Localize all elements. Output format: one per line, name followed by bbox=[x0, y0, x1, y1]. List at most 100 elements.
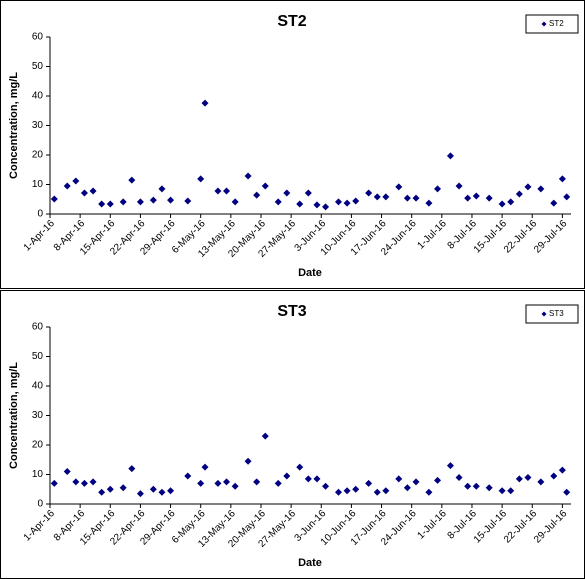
data-point bbox=[322, 203, 330, 211]
data-point bbox=[373, 488, 381, 496]
data-point bbox=[184, 197, 192, 205]
y-tick-label: 60 bbox=[32, 32, 44, 43]
data-point bbox=[253, 478, 261, 486]
data-point bbox=[128, 176, 136, 184]
chart-title: ST3 bbox=[277, 303, 306, 320]
data-point bbox=[223, 478, 231, 486]
data-point bbox=[128, 465, 136, 473]
data-point bbox=[158, 488, 166, 496]
data-point bbox=[304, 475, 312, 483]
data-point bbox=[382, 487, 390, 495]
data-point bbox=[498, 200, 506, 208]
data-point bbox=[343, 487, 351, 495]
data-point bbox=[334, 198, 342, 206]
data-point bbox=[455, 182, 463, 190]
data-point bbox=[214, 479, 222, 487]
data-point bbox=[498, 487, 506, 495]
y-tick-label: 40 bbox=[32, 381, 44, 392]
x-axis-label: Date bbox=[298, 557, 322, 569]
data-point bbox=[80, 189, 88, 197]
y-tick-label: 40 bbox=[32, 91, 44, 102]
data-point bbox=[515, 475, 523, 483]
data-point bbox=[63, 182, 71, 190]
data-point bbox=[184, 472, 192, 480]
legend-label: ST3 bbox=[549, 309, 564, 318]
data-point bbox=[197, 175, 205, 183]
data-point bbox=[373, 193, 381, 201]
data-point bbox=[214, 187, 222, 195]
data-point bbox=[244, 172, 252, 180]
data-point bbox=[223, 187, 231, 195]
data-point bbox=[89, 478, 97, 486]
data-point bbox=[296, 200, 304, 208]
y-tick-label: 50 bbox=[32, 351, 44, 362]
data-point bbox=[80, 479, 88, 487]
data-point bbox=[563, 488, 571, 496]
data-point bbox=[343, 199, 351, 207]
data-point bbox=[253, 191, 261, 199]
data-point bbox=[524, 183, 532, 191]
data-point bbox=[352, 485, 360, 493]
data-point bbox=[231, 198, 239, 206]
data-point bbox=[167, 196, 175, 204]
data-point bbox=[464, 194, 472, 202]
data-point bbox=[304, 189, 312, 197]
x-tick-label: 1-Jul-16 bbox=[415, 218, 449, 252]
data-point bbox=[158, 185, 166, 193]
data-point bbox=[507, 198, 515, 206]
y-tick-label: 20 bbox=[32, 440, 44, 451]
data-point bbox=[296, 463, 304, 471]
data-point bbox=[537, 185, 545, 193]
data-point bbox=[261, 182, 269, 190]
data-point bbox=[446, 152, 454, 160]
y-tick-label: 0 bbox=[37, 499, 43, 510]
y-tick-label: 30 bbox=[32, 120, 44, 131]
data-point bbox=[524, 473, 532, 481]
x-tick-label: 1-Apr-16 bbox=[22, 508, 58, 544]
y-axis-label: Concentration, mg/L bbox=[8, 362, 20, 469]
data-point bbox=[537, 478, 545, 486]
data-point bbox=[50, 195, 58, 203]
chart-panel: ST2 Concentration, mg/L Date 0 10 20 30 40 50 60 1… bbox=[0, 0, 585, 289]
data-point bbox=[507, 487, 515, 495]
y-tick-label: 20 bbox=[32, 150, 44, 161]
data-point bbox=[63, 468, 71, 476]
data-point bbox=[412, 478, 420, 486]
data-point bbox=[558, 175, 566, 183]
y-axis-label: Concentration, mg/L bbox=[8, 72, 20, 179]
y-tick-label: 50 bbox=[32, 61, 44, 72]
data-point bbox=[149, 485, 157, 493]
data-point bbox=[365, 479, 373, 487]
x-tick-label: 29-Jul-16 bbox=[532, 218, 570, 256]
data-point bbox=[455, 473, 463, 481]
data-point bbox=[425, 199, 433, 207]
data-point bbox=[434, 185, 442, 193]
data-point bbox=[550, 472, 558, 480]
data-point bbox=[98, 488, 106, 496]
data-point bbox=[382, 193, 390, 201]
y-tick-label: 10 bbox=[32, 469, 44, 480]
x-tick-label: 29-Jul-16 bbox=[532, 508, 570, 546]
data-point bbox=[412, 194, 420, 202]
data-point bbox=[403, 194, 411, 202]
y-tick-label: 60 bbox=[32, 322, 44, 333]
data-point bbox=[201, 463, 209, 471]
data-point bbox=[106, 200, 114, 208]
chart-title: ST2 bbox=[277, 13, 306, 30]
legend-label: ST2 bbox=[549, 19, 564, 28]
data-point bbox=[515, 190, 523, 198]
data-point bbox=[434, 476, 442, 484]
data-point bbox=[313, 475, 321, 483]
data-point bbox=[334, 488, 342, 496]
legend-box bbox=[525, 304, 579, 324]
x-tick-label: 1-Jul-16 bbox=[415, 508, 449, 542]
data-point bbox=[231, 482, 239, 490]
data-point bbox=[472, 192, 480, 200]
data-point bbox=[425, 488, 433, 496]
x-tick-label: 1-Apr-16 bbox=[22, 218, 58, 254]
data-point bbox=[119, 484, 127, 492]
legend-box bbox=[525, 14, 579, 34]
y-tick-label: 30 bbox=[32, 410, 44, 421]
data-point bbox=[167, 487, 175, 495]
